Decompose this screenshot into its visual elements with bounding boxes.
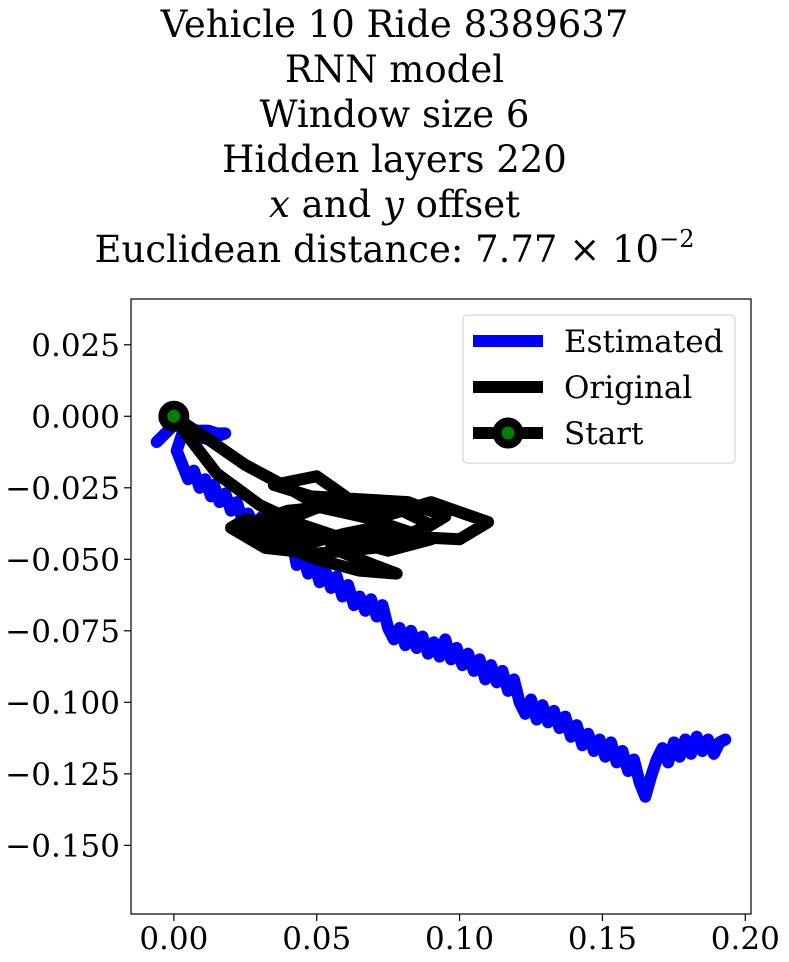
- x-tick-label: 0.10: [425, 921, 494, 957]
- estimated-line: [150, 416, 732, 803]
- title-distance-mantissa: 7.77: [475, 228, 558, 271]
- title-line-hidden: Hidden layers 220: [222, 138, 567, 181]
- title-distance-times: × 10: [557, 228, 660, 271]
- legend-box: [462, 314, 736, 464]
- y-axis: 0.025 0.000 −0.025 −0.050 −0.075 −0.100 −0.125…: [5, 328, 131, 864]
- y-tick-label: 0.025: [31, 328, 120, 364]
- plot-frame: [130, 298, 752, 915]
- title-offset-text: offset: [403, 183, 520, 226]
- title-distance-prefix: Euclidean distance:: [94, 228, 476, 271]
- y-tick-label: 0.000: [31, 399, 120, 435]
- y-tick-label: −0.125: [5, 757, 120, 793]
- series-layer: [150, 400, 732, 803]
- start-marker: [158, 400, 190, 432]
- legend-start-label: Start: [564, 416, 644, 452]
- title-line-model: RNN model: [284, 48, 505, 91]
- x-tick-label: 0.20: [711, 921, 780, 957]
- y-tick-label: −0.050: [5, 542, 120, 578]
- y-tick-label: −0.150: [5, 828, 120, 864]
- x-tick-label: 0.15: [568, 921, 637, 957]
- chart-title: Vehicle 10 Ride 8389637 RNN model Window…: [0, 2, 789, 272]
- y-tick-label: −0.025: [5, 471, 120, 507]
- title-and-text: and: [289, 183, 383, 226]
- legend-estimated-label: Estimated: [564, 324, 723, 360]
- legend-original-label: Original: [564, 370, 692, 406]
- title-line-offset: x and y offset: [0, 182, 789, 227]
- title-line-vehicle: Vehicle 10 Ride 8389637: [160, 3, 629, 46]
- y-tick-label: −0.100: [5, 685, 120, 721]
- title-x-symbol: x: [269, 183, 290, 226]
- legend: Estimated Original Start: [462, 314, 736, 464]
- x-axis: 0.00 0.05 0.10 0.15 0.20: [139, 914, 780, 957]
- title-line-distance: Euclidean distance: 7.77 × 10−2: [0, 227, 789, 272]
- x-tick-label: 0.05: [282, 921, 351, 957]
- y-tick-label: −0.075: [5, 614, 120, 650]
- title-line-window: Window size 6: [259, 93, 530, 136]
- title-y-symbol: y: [383, 183, 404, 226]
- original-line: [167, 410, 495, 580]
- legend-start-marker: [492, 417, 524, 449]
- x-tick-label: 0.00: [139, 921, 208, 957]
- title-distance-exponent: −2: [659, 225, 695, 253]
